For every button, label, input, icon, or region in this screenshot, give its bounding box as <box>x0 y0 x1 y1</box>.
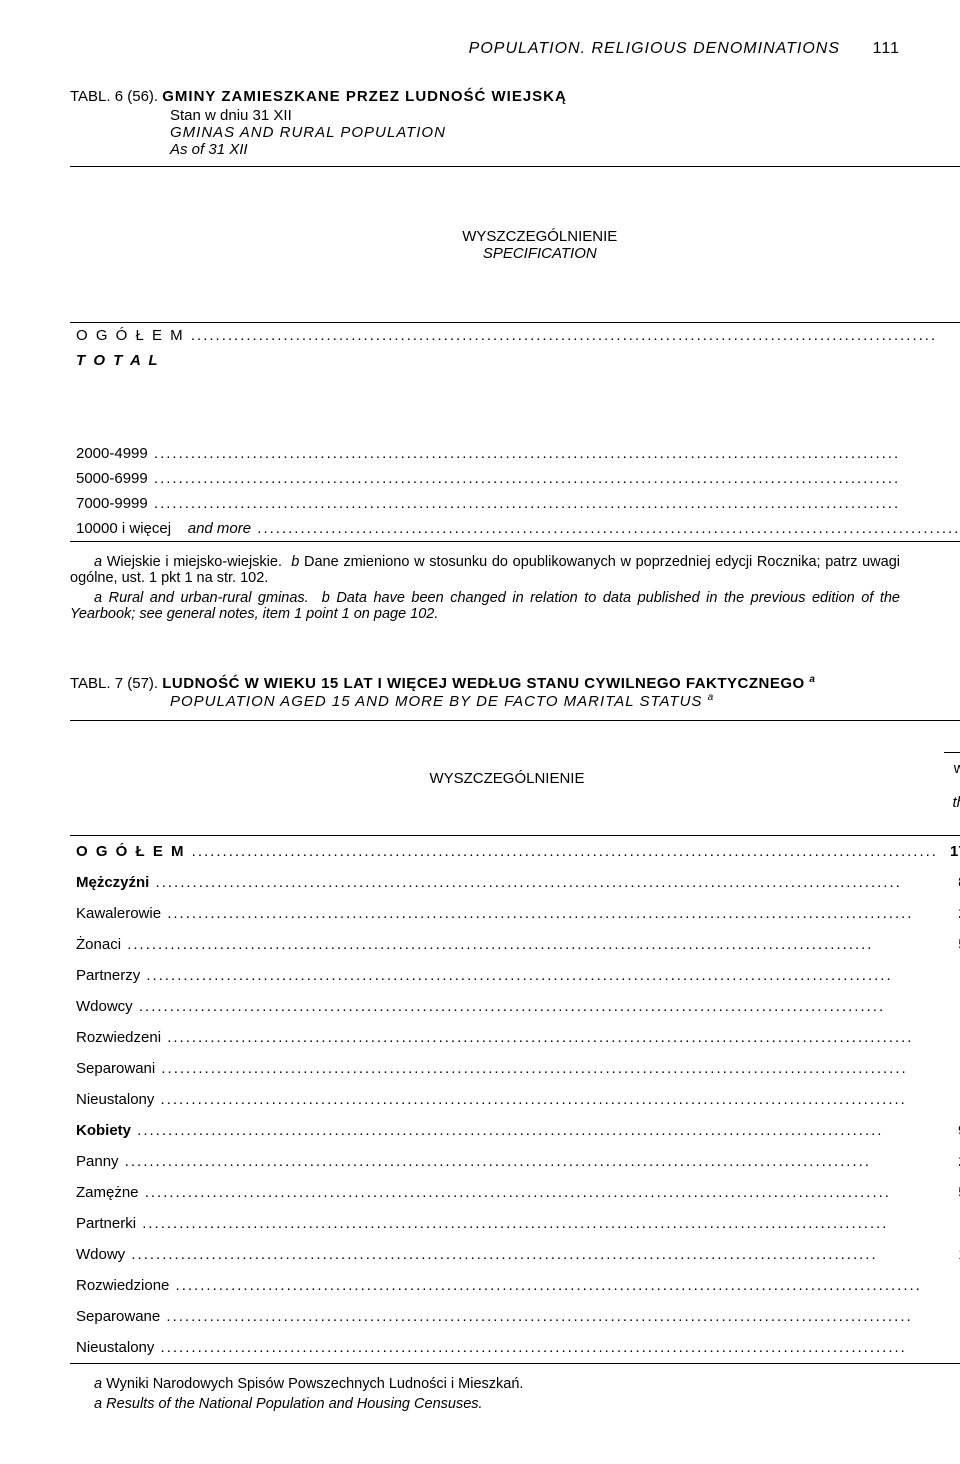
table7-number: TABL. 7 (57). <box>70 675 158 692</box>
t7-row-pl: Nieustalony <box>70 1332 944 1364</box>
table7-row: Partnerzyxx28,11,5Cohabitant <box>70 960 960 991</box>
t7-row-v1: x <box>944 1208 960 1239</box>
table7-row: Partnerkixx27,31,4Cohabitant <box>70 1208 960 1239</box>
t7-row-v1: 8,0 <box>944 1332 960 1364</box>
t7-row-v1: 223,9 <box>944 1146 960 1177</box>
t6-row-label <box>70 373 960 416</box>
t7-row-pl: Wdowy <box>70 1239 944 1270</box>
t7-row-v1: 39,8 <box>944 1270 960 1301</box>
table7-row: Zamężne512,429,1521,127,4Married <box>70 1177 960 1208</box>
t7-row-pl: Kobiety <box>70 1115 944 1146</box>
t6-row-label: 7000-9999 <box>70 491 960 516</box>
t7-row-pl: Zamężne <box>70 1177 944 1208</box>
t6-row-label: 5000-6999 <box>70 466 960 491</box>
table7-title-en: POPULATION AGED 15 AND MORE BY DE FACTO … <box>170 692 900 710</box>
t6-foot-pl: Wiejskie i miejsko-wiejskie. b Dane zmie… <box>70 554 900 586</box>
t7-foot-en: Results of the National Population and H… <box>106 1396 482 1412</box>
table7-row: Nieustalony8,30,514,20,8Unknown <box>70 1084 960 1115</box>
t7-row-pl: Partnerzy <box>70 960 944 991</box>
t7-foot-pl: Wyniki Narodowych Spisów Powszechnych Lu… <box>106 1376 523 1392</box>
table6-row: T O T A L20059871891032,7 <box>70 348 960 373</box>
t7-row-v1: x <box>944 960 960 991</box>
table7: WYSZCZEGÓLNIENIE 20 V 2002 31 III 2011 S… <box>70 720 960 1364</box>
t7-row-v1: 848,1 <box>944 867 960 898</box>
table6-sub-pl: Stan w dniu 31 XII <box>170 107 900 124</box>
t7-row-pl: Separowane <box>70 1301 944 1332</box>
table6-title-pl: GMINY ZAMIESZKANE PRZEZ LUDNOŚĆ WIEJSKĄ <box>162 88 567 105</box>
t6-row-label: O G Ó Ł E M <box>70 323 960 349</box>
t7-row-v1: 277,5 <box>944 898 960 929</box>
t6-row-label: 10000 i więcej and more <box>70 516 960 542</box>
t7-row-v1: 6,7 <box>944 1053 960 1084</box>
table6-row: 2000-4999321206515,3 <box>70 441 960 466</box>
table6-row: 20119878506534,4 <box>70 416 960 441</box>
t7-row-pl: Rozwiedzione <box>70 1270 944 1301</box>
t6-spec-pl: WYSZCZEGÓLNIENIE <box>462 228 617 245</box>
t7-row-v1: 508,9 <box>944 929 960 960</box>
t7-row-pl: Wdowcy <box>70 991 944 1022</box>
table7-footnotes: a Wyniki Narodowych Spisów Powszechnych … <box>70 1376 900 1412</box>
table7-row: Wdowy121,96,9133,17,0Widowed <box>70 1239 960 1270</box>
table7-row: Separowane9,10,56,40,3Separated <box>70 1301 960 1332</box>
t7-row-pl: Panny <box>70 1146 944 1177</box>
table6: WYSZCZEGÓLNIENIE SPECIFICATION Gminy a G… <box>70 166 960 542</box>
table7-row: Wdowcy22,11,225,61,3Widowed <box>70 991 960 1022</box>
t7-sup-en: a <box>708 692 715 703</box>
t7-row-v1: 915,1 <box>944 1115 960 1146</box>
t7-row-pl: Żonaci <box>70 929 944 960</box>
t7-tys1: w tys. <box>954 760 960 777</box>
table6-row: O G Ó Ł E M20009868687031,6 <box>70 323 960 349</box>
t7-row-v1: 8,3 <box>944 1084 960 1115</box>
table7-row: Żonaci508,928,9520,427,4Married <box>70 929 960 960</box>
table7-row: Rozwiedzione39,82,353,42,8Divorced <box>70 1270 960 1301</box>
table7-header-row1: WYSZCZEGÓLNIENIE 20 V 2002 31 III 2011 S… <box>70 721 960 753</box>
t7-row-pl: Kawalerowie <box>70 898 944 929</box>
t7-row-v1: 512,4 <box>944 1177 960 1208</box>
t7-row-v1: 121,9 <box>944 1239 960 1270</box>
t7-row-v1: 1763,3 <box>944 836 960 868</box>
table6-footnotes: a Wiejskie i miejsko-wiejskie. b Dane zm… <box>70 554 900 622</box>
page-header: POPULATION. RELIGIOUS DENOMINATIONS 111 <box>70 40 900 58</box>
t6-row-label <box>70 416 960 441</box>
table7-row: O G Ó Ł E M1763,3100,01903,1100,0T O T A… <box>70 836 960 868</box>
table6-row: 10000 i więcej and more2436147215,8 <box>70 516 960 542</box>
table6-title-en: GMINAS AND RURAL POPULATION <box>170 124 900 141</box>
t6-spec-en: SPECIFICATION <box>483 245 597 262</box>
t7-row-v1: 9,1 <box>944 1301 960 1332</box>
t7-sup-pl: a <box>809 674 815 685</box>
t6-row-label: 2000-4999 <box>70 441 960 466</box>
table7-row: Kobiety915,151,9984,751,7Females <box>70 1115 960 1146</box>
table6-sub-en: As of 31 XII <box>170 141 900 158</box>
table7-row: Nieustalony8,00,413,20,7Unknown <box>70 1332 960 1364</box>
table7-heading: TABL. 7 (57). LUDNOŚĆ W WIEKU 15 LAT I W… <box>70 674 900 692</box>
t6-row-label: T O T A L <box>70 348 960 373</box>
table7-row: Kawalerowie277,515,7292,015,3Single <box>70 898 960 929</box>
page-number: 111 <box>873 40 900 57</box>
page-header-text: POPULATION. RELIGIOUS DENOMINATIONS <box>469 40 840 57</box>
t7-row-v1: 24,6 <box>944 1022 960 1053</box>
table7-row: Panny223,912,7230,212,1Single <box>70 1146 960 1177</box>
table7-row: Rozwiedzeni24,61,433,51,8Divorced <box>70 1022 960 1053</box>
t7-row-pl: Nieustalony <box>70 1084 944 1115</box>
table6-row: 7000-9999211784667,8 <box>70 491 960 516</box>
t7-row-v1: 22,1 <box>944 991 960 1022</box>
t7-row-pl: Rozwiedzeni <box>70 1022 944 1053</box>
t7-thous1: in thous. <box>952 777 960 811</box>
table6-header-row1: WYSZCZEGÓLNIENIE SPECIFICATION Gminy a G… <box>70 167 960 229</box>
t6-foot-en: Rural and urban-rural gminas. b Data hav… <box>70 590 900 622</box>
t7-row-pl: O G Ó Ł E M <box>70 836 944 868</box>
table6-number: TABL. 6 (56). <box>70 88 158 105</box>
t7-title-en-text: POPULATION AGED 15 AND MORE BY DE FACTO … <box>170 693 708 710</box>
table6-row: 5000-6999211244765,5 <box>70 466 960 491</box>
table6-heading: TABL. 6 (56). GMINY ZAMIESZKANE PRZEZ LU… <box>70 88 900 105</box>
table7-row: Separowani6,70,44,50,2Separated <box>70 1053 960 1084</box>
t7-row-pl: Mężczyźni <box>70 867 944 898</box>
t7-spec-pl: WYSZCZEGÓLNIENIE <box>429 770 584 787</box>
table6-row: 201098776284 b34,1 b <box>70 373 960 416</box>
table7-row: Mężczyźni848,148,1918,448,3Males <box>70 867 960 898</box>
table7-title-pl: LUDNOŚĆ W WIEKU 15 LAT I WIĘCEJ WEDŁUG S… <box>162 675 809 692</box>
t7-row-pl: Partnerki <box>70 1208 944 1239</box>
t7-row-pl: Separowani <box>70 1053 944 1084</box>
